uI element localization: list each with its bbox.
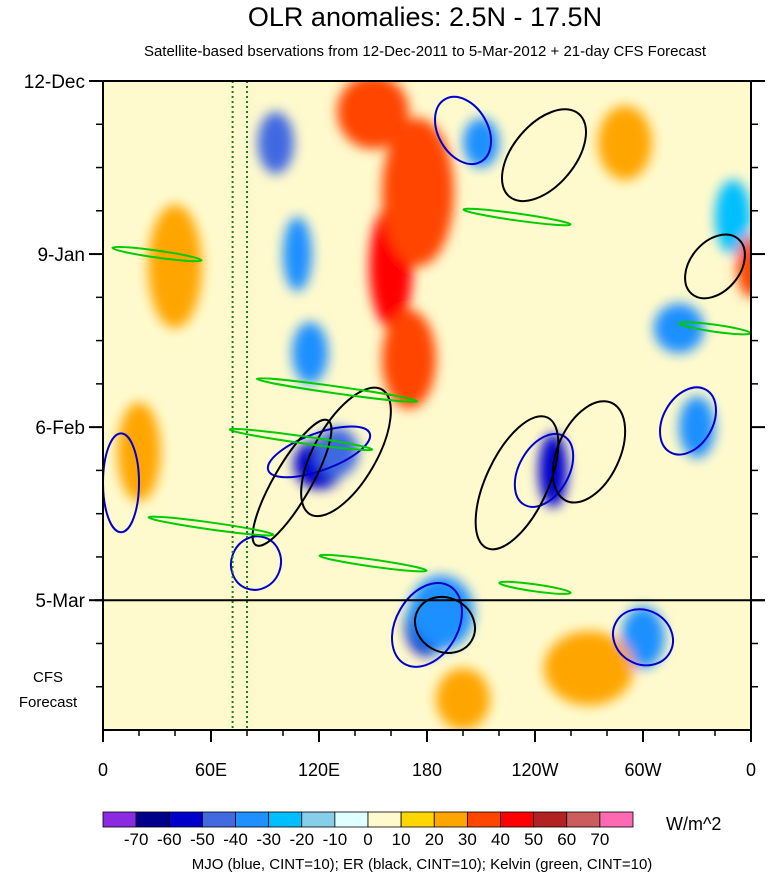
kelvin-contour-3: [462, 207, 572, 227]
er-contour-0: [414, 595, 476, 654]
anomaly-feature-11: [621, 606, 665, 669]
mjo-contour-0: [513, 432, 575, 508]
mjo-contour-4: [612, 608, 674, 667]
colorbar-swatch-8: [367, 811, 402, 828]
forecast-label-1: CFS: [33, 669, 63, 686]
x-tick-label-3: 180: [412, 760, 442, 780]
colorbar-label-9: 20: [425, 830, 444, 849]
colorbar-swatch-3: [201, 811, 236, 828]
colorbar-swatch-10: [433, 811, 468, 828]
colorbar-label-11: 40: [491, 830, 510, 849]
colorbar-label-1: -60: [157, 830, 182, 849]
er-contour-4: [251, 418, 333, 547]
anomaly-feature-8: [463, 118, 499, 168]
chart-title: OLR anomalies: 2.5N - 17.5N: [248, 2, 602, 32]
mjo-contour-1: [391, 582, 463, 668]
forecast-label-2: Forecast: [19, 694, 78, 711]
y-tick-label-2: 6-Feb: [35, 418, 85, 439]
er-contour-6: [684, 233, 746, 300]
er-contour-1: [474, 415, 560, 551]
colorbar: -70 -60 -50 -40 -30 -20 -10 0 10 20 30 40 50 60 70: [102, 811, 634, 849]
colorbar-label-14: 70: [590, 830, 609, 849]
anomaly-feature-6: [283, 216, 312, 292]
colorbar-units: W/m^2: [666, 814, 721, 834]
kelvin-contour-6: [111, 245, 203, 263]
x-tick-label-1: 60E: [195, 760, 227, 780]
colorbar-swatch-12: [500, 811, 535, 828]
colorbar-swatch-5: [268, 811, 303, 828]
kelvin-contour-2: [318, 553, 428, 573]
mjo-contour-3: [659, 386, 717, 456]
colorbar-swatch-9: [400, 811, 435, 828]
chart-subtitle: Satellite-based bservations from 12-Dec-…: [144, 43, 707, 60]
colorbar-label-8: 10: [392, 830, 411, 849]
axes: 0 60E 120E 180 120W 60W 0 12-Dec 9-Jan 6-Feb 5-Mar: [24, 72, 765, 780]
wave-contours: [103, 95, 751, 668]
colorbar-swatch-6: [301, 811, 336, 828]
colorbar-swatch-2: [168, 811, 203, 828]
anomaly-feature-20: [148, 204, 202, 329]
anomaly-feature-15: [382, 309, 436, 409]
colorbar-label-6: -10: [323, 830, 348, 849]
colorbar-swatch-4: [235, 811, 270, 828]
kelvin-contour-1: [255, 377, 419, 403]
anomaly-feature-3: [409, 575, 474, 650]
x-tick-label-5: 60W: [624, 760, 661, 780]
anomaly-feature-17: [544, 631, 634, 706]
colorbar-label-0: -70: [124, 830, 149, 849]
colorbar-swatch-1: [135, 811, 170, 828]
y-tick-label-3: 5-Mar: [35, 591, 85, 612]
colorbar-swatch-15: [599, 811, 634, 828]
colorbar-swatch-14: [566, 811, 601, 828]
kelvin-contour-0: [228, 427, 374, 452]
anomaly-feature-1: [315, 427, 359, 477]
er-contour-2: [551, 400, 627, 504]
reference-lines: [231, 81, 248, 730]
colorbar-label-13: 60: [557, 830, 576, 849]
colorbar-label-10: 30: [458, 830, 477, 849]
anomaly-feature-18: [436, 668, 490, 730]
x-tick-label-2: 120E: [298, 760, 340, 780]
er-contour-5: [500, 108, 588, 203]
kelvin-contour-5: [147, 515, 275, 537]
colorbar-label-4: -30: [256, 830, 281, 849]
mjo-contour-5: [434, 95, 492, 165]
colorbar-swatch-7: [334, 811, 369, 828]
anomaly-feature-16: [337, 81, 409, 149]
anomaly-feature-19: [117, 402, 161, 502]
anomaly-feature-9: [679, 396, 715, 459]
mjo-contour-7: [103, 432, 140, 534]
colorbar-label-12: 50: [524, 830, 543, 849]
anomaly-feature-5: [257, 111, 294, 174]
colorbar-label-5: -20: [289, 830, 314, 849]
anomaly-feature-10: [653, 303, 705, 353]
colorbar-label-3: -40: [223, 830, 248, 849]
mjo-contour-6: [229, 535, 283, 591]
contour-legend: MJO (blue, CINT=10); ER (black, CINT=10)…: [192, 856, 653, 873]
x-tick-label-6: 0: [746, 760, 756, 780]
er-contour-3: [300, 386, 392, 518]
anomaly-feature-14: [382, 118, 454, 267]
y-tick-label-0: 12-Dec: [24, 72, 85, 93]
colorbar-swatch-13: [533, 811, 568, 828]
plot-area: [95, 80, 765, 731]
y-tick-label-1: 9-Jan: [37, 245, 85, 266]
x-tick-label-4: 120W: [511, 760, 558, 780]
x-tick-label-0: 0: [98, 760, 108, 780]
mjo-contour-2: [266, 425, 372, 479]
colorbar-label-2: -50: [190, 830, 215, 849]
kelvin-contour-7: [498, 580, 572, 595]
colorbar-swatch-11: [466, 811, 501, 828]
anomaly-feature-7: [292, 322, 328, 384]
colorbar-label-7: 0: [363, 830, 372, 849]
colorbar-swatch-0: [102, 811, 137, 828]
anomaly-feature-21: [598, 105, 652, 180]
